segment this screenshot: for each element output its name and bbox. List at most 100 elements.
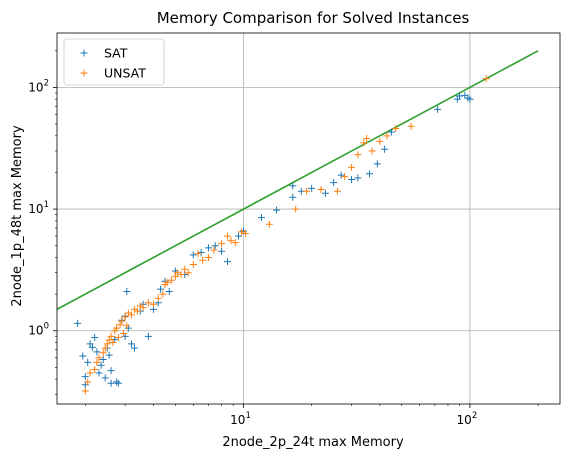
point-sat: [273, 206, 281, 214]
point-unsat: [199, 256, 207, 264]
point-unsat: [204, 253, 212, 261]
point-sat: [204, 244, 212, 252]
point-unsat: [95, 354, 103, 362]
point-sat: [74, 319, 82, 327]
point-sat: [434, 105, 442, 113]
point-unsat: [116, 321, 124, 329]
point-sat: [234, 232, 242, 240]
point-unsat: [131, 305, 139, 313]
point-unsat: [101, 344, 109, 352]
point-sat: [84, 358, 92, 366]
point-sat: [456, 92, 464, 100]
y-tick-label: 100: [28, 322, 49, 338]
point-sat: [218, 247, 226, 255]
point-unsat: [210, 246, 218, 254]
x-tick-label: 101: [230, 411, 251, 427]
point-unsat: [376, 137, 384, 145]
point-unsat: [292, 205, 300, 213]
point-unsat: [154, 294, 162, 302]
point-sat: [107, 379, 115, 387]
point-unsat: [91, 366, 99, 374]
reference-line: [57, 50, 539, 311]
point-unsat: [383, 132, 391, 140]
point-unsat: [265, 220, 273, 228]
point-sat: [105, 351, 113, 359]
point-unsat: [218, 240, 226, 248]
point-sat: [99, 356, 107, 364]
grid-lines: [57, 33, 560, 404]
point-unsat: [123, 322, 131, 330]
point-unsat: [317, 185, 325, 193]
y-axis-ticks: 100 101 102: [28, 50, 57, 395]
point-unsat: [93, 358, 101, 366]
x-axis-label: 2node_2p_24t max Memory: [222, 435, 404, 450]
point-unsat: [167, 276, 175, 284]
point-sat: [157, 285, 165, 293]
point-unsat: [103, 340, 111, 348]
y-tick-label: 102: [28, 78, 49, 94]
point-unsat: [159, 290, 167, 298]
point-sat: [127, 340, 135, 348]
point-sat: [86, 340, 94, 348]
point-unsat: [238, 228, 246, 236]
point-sat: [95, 369, 103, 377]
series-unsat: [81, 75, 490, 395]
point-unsat: [241, 229, 249, 237]
point-sat: [113, 378, 121, 386]
point-sat: [189, 251, 197, 259]
point-sat: [257, 214, 265, 222]
x-tick-label: 102: [457, 411, 478, 427]
point-sat: [373, 160, 381, 168]
point-unsat: [184, 269, 192, 277]
point-unsat: [392, 124, 400, 132]
point-unsat: [113, 324, 121, 332]
point-sat: [121, 332, 129, 340]
point-sat: [354, 174, 362, 182]
point-sat: [131, 344, 139, 352]
point-sat: [387, 128, 395, 136]
point-sat: [337, 171, 345, 179]
point-unsat: [354, 151, 362, 159]
y-tick-label: 101: [28, 200, 49, 216]
point-unsat: [407, 122, 415, 130]
chart-title: Memory Comparison for Solved Instances: [157, 9, 470, 27]
point-unsat: [303, 187, 311, 195]
legend-box: [63, 38, 165, 86]
series-layer: [74, 75, 490, 395]
x-axis-ticks: 101 102: [84, 404, 539, 427]
point-sat: [381, 145, 389, 153]
point-sat: [289, 193, 297, 201]
point-sat: [123, 288, 131, 296]
point-unsat: [363, 135, 371, 143]
point-sat: [93, 348, 101, 356]
point-unsat: [81, 387, 89, 395]
point-unsat: [341, 173, 349, 181]
point-unsat: [86, 369, 94, 377]
point-unsat: [99, 349, 107, 357]
point-sat: [308, 184, 316, 192]
point-sat: [211, 242, 219, 250]
point-sat: [224, 258, 232, 266]
point-sat: [330, 179, 338, 187]
point-unsat: [227, 237, 235, 245]
point-sat: [101, 374, 109, 382]
point-unsat: [171, 272, 179, 280]
plot-frame: [56, 32, 561, 405]
point-sat: [111, 335, 119, 343]
point-unsat: [368, 147, 376, 155]
point-unsat: [118, 317, 126, 325]
point-unsat: [124, 309, 132, 317]
point-unsat: [333, 187, 341, 195]
reference-line-group: [57, 50, 539, 311]
point-unsat: [224, 232, 232, 240]
point-unsat: [149, 300, 157, 308]
point-unsat: [127, 311, 135, 319]
point-sat: [79, 352, 87, 360]
point-unsat: [189, 261, 197, 269]
point-unsat: [139, 304, 147, 312]
point-sat: [321, 189, 329, 197]
point-sat: [91, 334, 99, 342]
point-unsat: [482, 75, 490, 83]
y-axis-label: 2node_1p_48t max Memory: [10, 125, 25, 307]
legend-label-sat: SAT: [104, 46, 128, 61]
